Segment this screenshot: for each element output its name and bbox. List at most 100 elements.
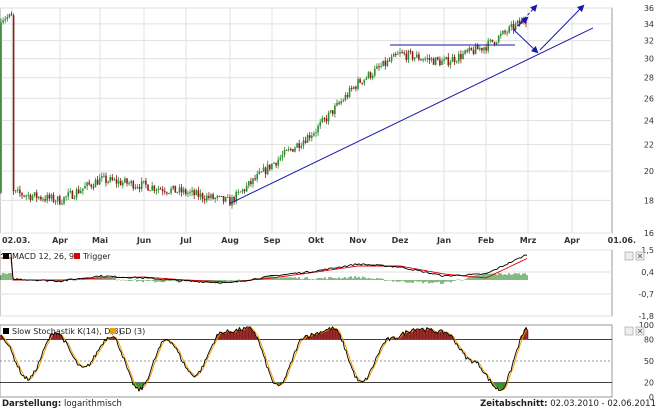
macd-histogram-bar — [410, 280, 412, 283]
candle-body — [98, 177, 101, 185]
candle-body — [189, 191, 191, 194]
macd-legend: MACD 12, 26, 9 Trigger — [3, 252, 111, 261]
macd-histogram-bar — [72, 279, 74, 281]
candle-body — [264, 167, 267, 175]
candle-body — [285, 149, 288, 151]
candle-body — [380, 66, 382, 68]
macd-histogram-bar — [194, 280, 196, 282]
candle-body — [445, 57, 447, 60]
stochastic-legend-swatch — [3, 328, 9, 334]
trigger-legend-swatch — [74, 253, 80, 259]
macd-histogram-bar — [146, 280, 148, 282]
macd-histogram-bar — [318, 277, 320, 280]
price-y-tick-label: 36 — [644, 4, 654, 13]
candle-body — [122, 182, 124, 186]
macd-histogram-bar — [346, 278, 348, 280]
stochastic-y-tick-label: 50 — [644, 357, 654, 366]
candle-body — [294, 147, 296, 152]
candle-body — [248, 181, 250, 186]
macd-histogram-bar — [122, 279, 124, 281]
stochastic-panel-buttons[interactable] — [624, 326, 645, 336]
forecast-arrow — [517, 16, 529, 27]
candle-body — [323, 118, 326, 120]
macd-histogram-bar — [114, 277, 116, 280]
macd-histogram-bar — [108, 277, 110, 280]
macd-histogram-bar — [428, 280, 430, 284]
candle-body — [516, 20, 519, 24]
macd-histogram-bar — [314, 279, 316, 281]
candle-body — [430, 58, 433, 60]
macd-histogram-bar — [412, 280, 414, 284]
macd-histogram-bar — [224, 280, 226, 282]
macd-histogram-bar — [104, 278, 106, 280]
candle-body — [203, 199, 206, 201]
candle-body — [176, 192, 179, 194]
macd-histogram-bar — [390, 280, 392, 281]
macd-histogram-bar — [418, 280, 420, 282]
stochastic-settings-icon[interactable] — [624, 326, 634, 336]
candle-body — [168, 192, 170, 194]
candle-body — [197, 190, 200, 197]
macd-histogram-bar — [520, 274, 522, 280]
date-x-tick-label: 02.03. — [2, 236, 30, 245]
macd-histogram-bar — [260, 279, 262, 280]
candle-body — [29, 194, 32, 200]
macd-histogram-bar — [350, 276, 352, 280]
macd-histogram-bar — [168, 280, 170, 282]
candle-body — [14, 190, 17, 192]
stochastic-legend-label: Slow Stochastik K(14), D(3) — [12, 327, 122, 336]
candle-body — [325, 118, 328, 122]
candle-body — [458, 53, 460, 62]
candle-body — [27, 194, 30, 196]
candle-body — [145, 180, 147, 185]
macd-histogram-bar — [120, 279, 122, 281]
stochastic-y-tick-label: 20 — [644, 379, 654, 388]
macd-settings-icon[interactable] — [624, 251, 634, 261]
candle-body — [342, 100, 345, 102]
macd-histogram-bar — [234, 280, 236, 281]
candle-body — [50, 194, 53, 199]
candle-body — [103, 175, 105, 177]
macd-histogram-bar — [166, 280, 168, 281]
candle-body — [466, 50, 468, 52]
candle-body — [126, 178, 128, 184]
candle-body — [256, 173, 258, 180]
candle-body — [166, 192, 168, 194]
candle-body — [252, 178, 254, 185]
candle-body — [403, 52, 405, 54]
candle-body — [241, 189, 244, 192]
macd-histogram-bar — [8, 273, 10, 280]
macd-histogram-bar — [280, 277, 282, 280]
macd-histogram-bar — [326, 279, 328, 280]
macd-histogram-bar — [158, 280, 160, 282]
gd-legend-label: GD (3) — [119, 327, 145, 336]
candle-body — [361, 82, 363, 84]
period-info: Zeitabschnitt: 02.03.2010 - 02.06.2011 — [480, 399, 656, 409]
date-x-tick-label: Mai — [92, 236, 108, 245]
macd-histogram-bar — [150, 280, 152, 281]
date-x-tick-label: Aug — [221, 236, 239, 245]
candle-body — [201, 193, 204, 200]
macd-histogram-bar — [228, 280, 230, 281]
candle-body — [426, 57, 429, 59]
candle-body — [350, 87, 353, 89]
candle-body — [344, 94, 347, 101]
candle-body — [151, 185, 153, 191]
candle-body — [48, 194, 51, 199]
candle-body — [229, 197, 231, 206]
candle-body — [287, 149, 290, 151]
macd-histogram-bar — [460, 279, 462, 281]
candle-body — [319, 122, 321, 126]
macd-histogram-bar — [90, 279, 92, 280]
macd-histogram-bar — [426, 280, 428, 282]
candle-body — [443, 59, 445, 61]
candle-body — [67, 192, 69, 197]
macd-histogram-bar — [154, 280, 156, 283]
candle-body — [409, 50, 412, 52]
macd-histogram-bar — [400, 280, 402, 282]
candle-body — [432, 58, 435, 65]
candle-body — [113, 179, 116, 181]
macd-panel-buttons[interactable] — [624, 251, 645, 261]
candle-body — [304, 140, 307, 143]
candle-body — [371, 75, 374, 78]
